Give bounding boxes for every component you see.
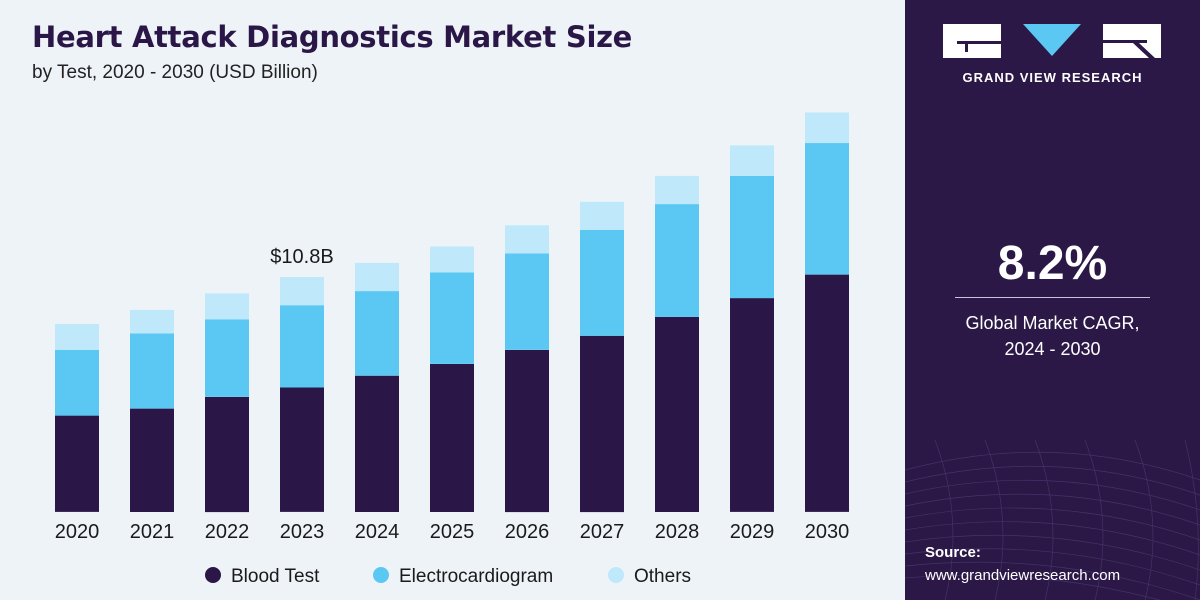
info-panel: GRAND VIEW RESEARCH 8.2% Global Market C… [905, 0, 1200, 600]
bar-segment-others-2027 [580, 201, 624, 230]
bar-segment-others-2024 [355, 262, 399, 292]
bar-segment-blood-test-2020 [55, 415, 99, 512]
legend-label: Blood Test [231, 566, 320, 587]
grand-view-research-logo [943, 24, 1161, 58]
bar-segment-blood-test-2024 [355, 375, 399, 512]
cagr-value: 8.2% [997, 237, 1108, 290]
bar-segment-blood-test-2028 [655, 316, 699, 512]
bar-segment-electrocardiogram-2021 [130, 333, 174, 409]
bar-segment-blood-test-2026 [505, 349, 549, 513]
bar-segment-others-2029 [730, 145, 774, 176]
x-tick-label: 2025 [430, 521, 475, 543]
legend-swatch-blood-test [205, 567, 221, 583]
x-tick-label: 2021 [130, 521, 175, 543]
bar-segment-electrocardiogram-2025 [430, 272, 474, 364]
x-tick-label: 2020 [55, 521, 100, 543]
bar-segment-blood-test-2022 [205, 396, 249, 513]
stacked-bar-chart: 2020 2021 2022 2023 2024 2025 2026 2027 2028 2029… [55, 112, 850, 587]
bar-segment-blood-test-2021 [130, 408, 174, 512]
bar-segment-blood-test-2030 [805, 274, 849, 512]
x-tick-label: 2023 [280, 521, 325, 543]
bar-segment-electrocardiogram-2028 [655, 204, 699, 317]
cagr-label-line1: Global Market CAGR, [965, 313, 1140, 333]
bar-segment-others-2020 [55, 324, 99, 350]
legend-label: Electrocardiogram [399, 566, 553, 587]
bar-segment-electrocardiogram-2022 [205, 319, 249, 397]
bar-segment-blood-test-2025 [430, 364, 474, 512]
x-tick-label: 2024 [355, 521, 400, 543]
x-tick-label: 2027 [580, 521, 625, 543]
legend-swatch-electrocardiogram [373, 567, 389, 583]
bar-segment-others-2026 [505, 225, 549, 254]
x-tick-label: 2026 [505, 521, 550, 543]
bar-segment-electrocardiogram-2027 [580, 230, 624, 336]
bar-segment-others-2021 [130, 309, 174, 334]
bar-segment-electrocardiogram-2020 [55, 349, 99, 416]
chart-subtitle: by Test, 2020 - 2030 (USD Billion) [32, 62, 318, 83]
x-tick-label: 2030 [805, 521, 850, 543]
bar-segment-electrocardiogram-2030 [805, 143, 849, 275]
chart-panel: Heart Attack Diagnostics Market Size by … [32, 20, 850, 587]
bar-segment-electrocardiogram-2029 [730, 175, 774, 299]
bar-segment-electrocardiogram-2026 [505, 253, 549, 350]
source-label: Source: [925, 544, 981, 561]
source-url[interactable]: www.grandviewresearch.com [925, 567, 1121, 584]
wave-background [905, 439, 1200, 600]
legend-label: Others [634, 566, 691, 587]
bar-segment-electrocardiogram-2023 [280, 305, 324, 388]
chart-title: Heart Attack Diagnostics Market Size [32, 20, 633, 54]
bar-segment-blood-test-2027 [580, 335, 624, 513]
x-tick-label: 2028 [655, 521, 700, 543]
bar-segment-others-2028 [655, 175, 699, 205]
x-tick-label: 2029 [730, 521, 775, 543]
cagr-label: Global Market CAGR, 2024 - 2030 [905, 310, 1200, 362]
bar-segment-blood-test-2023 [280, 387, 324, 512]
data-label-annotation: $10.8B [270, 246, 333, 268]
x-tick-label: 2022 [205, 521, 250, 543]
legend-swatch-others [608, 567, 624, 583]
bar-segment-blood-test-2029 [730, 298, 774, 512]
bar-segment-others-2025 [430, 246, 474, 273]
bar-segment-others-2023 [280, 277, 324, 306]
brand-name: GRAND VIEW RESEARCH [962, 70, 1143, 85]
bar-segment-others-2022 [205, 293, 249, 320]
bar-segment-electrocardiogram-2024 [355, 291, 399, 376]
cagr-label-line2: 2024 - 2030 [1004, 339, 1101, 359]
bar-segment-others-2030 [805, 112, 849, 144]
cagr-divider [955, 297, 1150, 298]
